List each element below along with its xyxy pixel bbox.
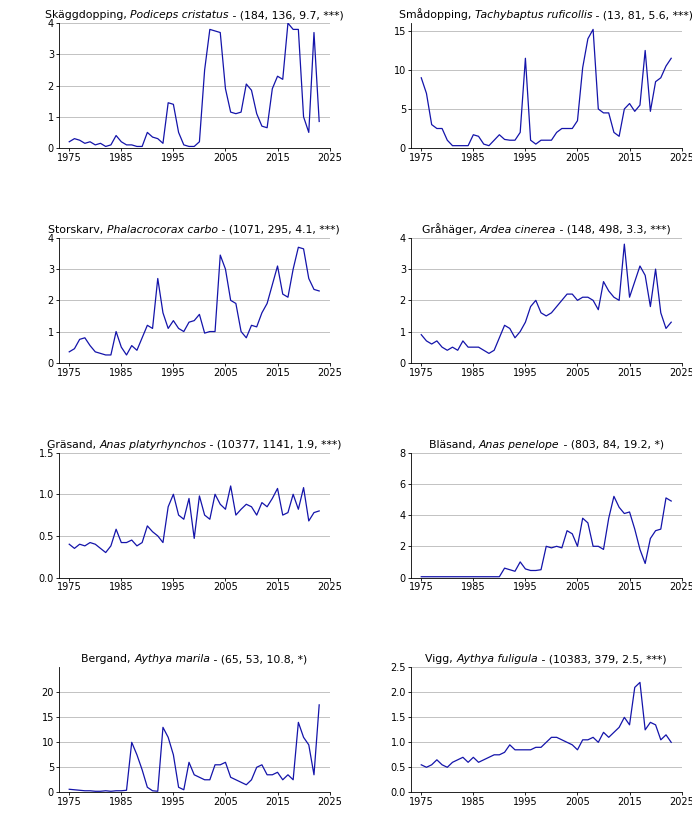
Text: Ardea cinerea: Ardea cinerea <box>480 225 556 235</box>
Text: - (10377, 1141, 1.9, ***): - (10377, 1141, 1.9, ***) <box>206 440 342 450</box>
Text: - (803, 84, 19.2, *): - (803, 84, 19.2, *) <box>560 440 664 450</box>
Text: Aythya marila: Aythya marila <box>134 654 210 664</box>
Text: - (184, 136, 9.7, ***): - (184, 136, 9.7, ***) <box>229 10 343 20</box>
Text: - (13, 81, 5.6, ***): - (13, 81, 5.6, ***) <box>592 10 692 20</box>
Text: Phalacrocorax carbo: Phalacrocorax carbo <box>107 225 218 235</box>
Text: Skäggdopping,: Skäggdopping, <box>45 10 130 20</box>
Text: Tachybaptus ruficollis: Tachybaptus ruficollis <box>475 10 592 20</box>
Text: - (65, 53, 10.8, *): - (65, 53, 10.8, *) <box>210 654 307 664</box>
Text: Gräsand,: Gräsand, <box>46 440 99 450</box>
Text: - (148, 498, 3.3, ***): - (148, 498, 3.3, ***) <box>556 225 671 235</box>
Text: Bergand,: Bergand, <box>81 654 134 664</box>
Text: Vigg,: Vigg, <box>426 654 457 664</box>
Text: Anas penelope: Anas penelope <box>479 440 560 450</box>
Text: - (1071, 295, 4.1, ***): - (1071, 295, 4.1, ***) <box>218 225 340 235</box>
Text: Podiceps cristatus: Podiceps cristatus <box>130 10 229 20</box>
Text: Smådopping,: Smådopping, <box>399 8 475 20</box>
Text: - (10383, 379, 2.5, ***): - (10383, 379, 2.5, ***) <box>538 654 667 664</box>
Text: Bläsand,: Bläsand, <box>429 440 479 450</box>
Text: Anas platyrhynchos: Anas platyrhynchos <box>99 440 206 450</box>
Text: Gråhäger,: Gråhäger, <box>421 223 480 235</box>
Text: Storskarv,: Storskarv, <box>48 225 107 235</box>
Text: Aythya fuligula: Aythya fuligula <box>457 654 538 664</box>
